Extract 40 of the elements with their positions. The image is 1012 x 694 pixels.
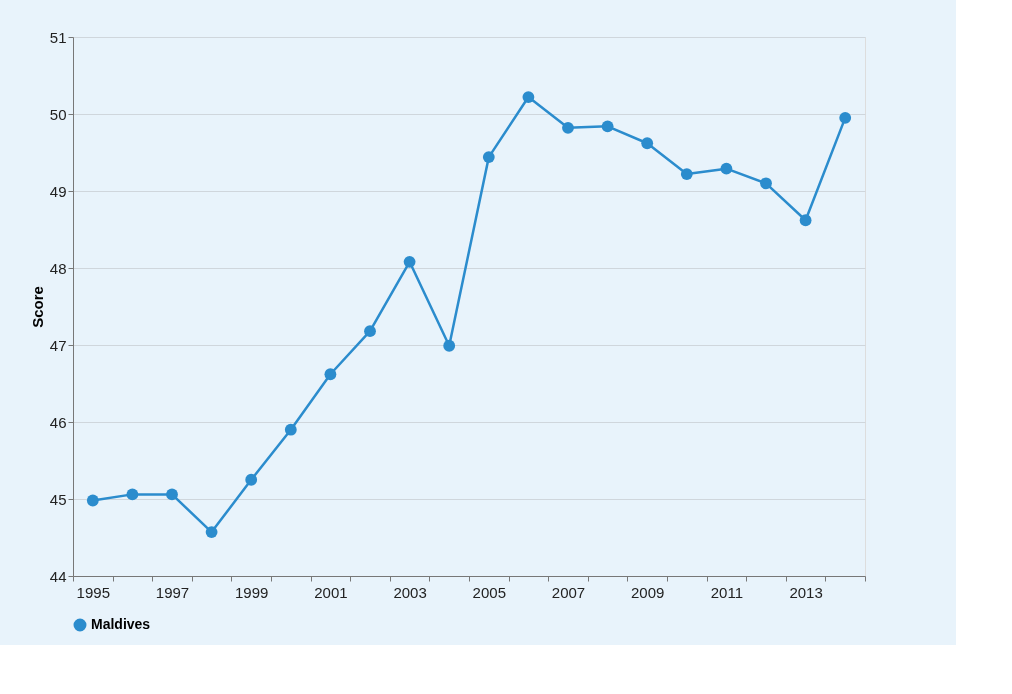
point (245, 473, 258, 486)
point (641, 137, 654, 150)
y-tick-label: 47 (49, 336, 67, 354)
point (324, 368, 337, 381)
point (720, 162, 733, 175)
point (86, 494, 99, 507)
point (522, 91, 535, 103)
y-tick-label: 45 (49, 490, 67, 508)
legend-label: Maldives (91, 616, 151, 632)
point (601, 120, 614, 133)
y-tick-label: 51 (49, 28, 67, 46)
y-axis-title: Score (28, 286, 46, 328)
point (403, 255, 416, 268)
x-tick-label: 2013 (789, 583, 823, 601)
x-tick-label: 2009 (631, 583, 665, 601)
x-tick-label: 1997 (155, 583, 190, 601)
point (126, 488, 139, 501)
y-tick-label: 48 (49, 259, 67, 277)
point (205, 526, 218, 539)
point (284, 423, 297, 436)
x-tick-label: 2003 (393, 583, 427, 601)
x-tick-label: 2007 (551, 583, 586, 601)
point (482, 151, 495, 164)
point (443, 339, 456, 352)
x-tick-label: 2001 (314, 583, 348, 601)
x-tick-label: 1995 (76, 583, 110, 601)
y-tick-label: 50 (49, 105, 67, 123)
point (839, 111, 852, 124)
y-tick-label: 44 (49, 567, 67, 585)
point (166, 488, 178, 501)
x-tick-label: 2011 (710, 583, 744, 601)
point (680, 168, 693, 180)
y-tick-label: 46 (49, 413, 67, 431)
point (562, 121, 574, 134)
x-tick-label: 1999 (235, 583, 269, 601)
x-tick-label: 2005 (472, 583, 506, 601)
y-tick-label: 49 (49, 182, 67, 200)
point (364, 325, 376, 338)
point (799, 214, 812, 227)
point (760, 177, 772, 190)
